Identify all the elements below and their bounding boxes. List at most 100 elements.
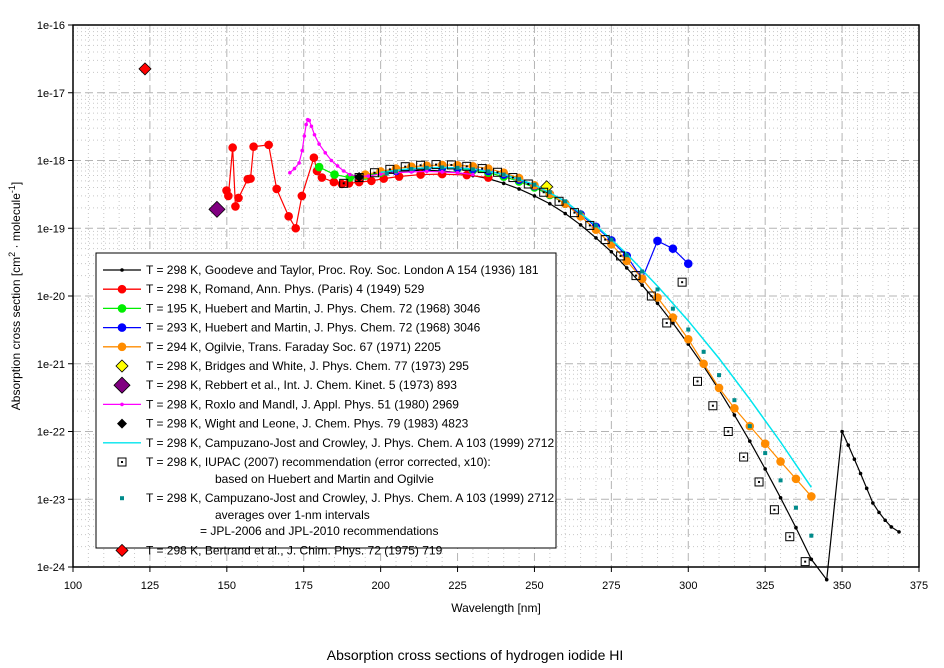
legend-label: T = 298 K, Campuzano-Jost and Crowley, J… <box>146 491 557 505</box>
legend-item: T = 298 K, Bridges and White, J. Phys. C… <box>115 359 469 373</box>
series-10 <box>339 160 810 567</box>
square-marker-dot <box>773 508 776 511</box>
square-marker-dot <box>573 211 576 214</box>
legend-marker <box>120 402 124 407</box>
data-point <box>471 172 475 177</box>
data-point <box>228 143 237 152</box>
data-point <box>646 291 656 301</box>
data-point <box>563 211 568 216</box>
data-point <box>864 486 869 491</box>
square-marker <box>769 505 779 515</box>
data-point <box>493 167 503 177</box>
data-point <box>348 172 352 177</box>
data-point <box>609 249 614 254</box>
square-marker-dot <box>450 163 453 166</box>
data-point <box>662 318 672 328</box>
data-point <box>683 334 693 344</box>
data-point <box>400 162 410 172</box>
data-point <box>714 383 724 393</box>
y-tick-label: 1e-16 <box>37 20 65 32</box>
square-marker-dot <box>604 238 607 241</box>
square-marker-dot <box>788 535 791 538</box>
y-tick-label: 1e-24 <box>37 562 65 574</box>
square-marker <box>723 427 733 436</box>
data-point <box>760 439 770 449</box>
legend-label: T = 298 K, Wight and Leone, J. Chem. Phy… <box>146 417 469 431</box>
square-marker-dot <box>511 176 514 179</box>
legend-item: T = 298 K, Campuzano-Jost and Crowley, J… <box>120 491 557 538</box>
data-point <box>846 443 851 447</box>
data-point <box>523 179 533 189</box>
square-marker <box>493 167 503 177</box>
data-point <box>501 172 506 177</box>
data-point <box>532 182 537 187</box>
data-point <box>312 132 317 137</box>
square-marker <box>523 179 533 189</box>
data-point <box>600 235 610 245</box>
y-axis-title-mid: · molecule <box>9 193 23 252</box>
square-marker <box>369 168 379 178</box>
data-point <box>594 236 598 240</box>
data-point <box>416 160 426 170</box>
legend-marker <box>117 457 127 467</box>
square-marker-dot <box>419 164 422 167</box>
square-marker <box>693 376 703 386</box>
square-marker <box>739 452 749 462</box>
data-point <box>677 277 687 287</box>
data-point <box>739 452 749 462</box>
data-point <box>763 451 768 456</box>
data-point <box>578 210 583 215</box>
data-point <box>794 525 798 530</box>
data-point <box>793 505 798 510</box>
x-tick-label: 350 <box>833 580 851 592</box>
legend-label-cont: = JPL-2006 and JPL-2010 recommendations <box>200 524 438 538</box>
data-point <box>686 327 691 332</box>
data-point <box>747 424 752 429</box>
square-marker <box>631 271 641 281</box>
x-tick-label: 300 <box>679 580 697 592</box>
data-point <box>763 467 767 471</box>
data-point <box>532 194 537 198</box>
legend-label: T = 294 K, Ogilvie, Trans. Faraday Soc. … <box>146 340 441 354</box>
data-point <box>754 477 764 487</box>
legend-marker <box>115 543 129 557</box>
legend-label: T = 298 K, Bridges and White, J. Phys. C… <box>146 359 469 373</box>
square-marker <box>754 477 764 487</box>
data-point <box>431 160 441 170</box>
square-marker-dot <box>742 456 745 459</box>
square-marker-dot <box>435 163 438 166</box>
data-point <box>585 220 595 230</box>
square-marker-dot <box>758 480 761 483</box>
data-point <box>883 518 887 523</box>
legend-item: T = 298 K, Rebbert et al., Int. J. Chem.… <box>113 376 457 394</box>
data-point <box>699 359 708 369</box>
data-point <box>335 164 340 168</box>
data-point <box>354 173 364 183</box>
square-marker <box>416 160 426 170</box>
legend-marker <box>117 342 127 352</box>
data-point <box>508 173 518 183</box>
data-point <box>288 170 292 175</box>
legend-item: T = 298 K, Wight and Leone, J. Chem. Phy… <box>117 417 469 431</box>
x-tick-label: 275 <box>602 580 620 592</box>
data-point <box>284 212 293 221</box>
data-point <box>578 223 583 227</box>
data-point <box>683 259 693 268</box>
square-marker-dot <box>665 321 668 324</box>
square-marker-dot <box>681 281 684 284</box>
data-point <box>809 533 814 538</box>
x-tick-label: 125 <box>141 580 159 592</box>
square-marker-dot <box>342 182 345 185</box>
data-point <box>778 496 783 500</box>
square-marker <box>400 162 410 172</box>
chart-title: Absorption cross sections of hydrogen io… <box>327 647 624 663</box>
square-marker-dot <box>727 430 730 433</box>
legend-label-cont: averages over 1-nm intervals <box>215 508 370 522</box>
data-point <box>631 271 641 281</box>
x-tick-label: 225 <box>448 580 466 592</box>
y-tick-label: 1e-19 <box>37 223 65 235</box>
square-marker <box>600 235 610 245</box>
data-point <box>317 142 321 146</box>
square-marker-dot <box>558 200 561 203</box>
data-point <box>732 398 737 403</box>
